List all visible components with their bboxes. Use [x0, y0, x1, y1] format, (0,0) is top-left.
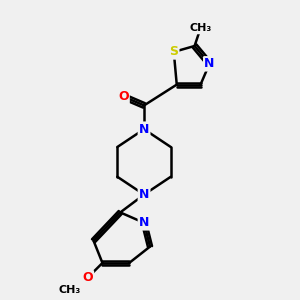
Text: CH₃: CH₃	[189, 23, 212, 33]
Text: N: N	[139, 216, 149, 229]
Text: O: O	[118, 90, 129, 103]
Text: S: S	[169, 45, 178, 58]
Text: N: N	[139, 123, 149, 136]
Text: CH₃: CH₃	[58, 285, 81, 295]
Text: N: N	[139, 188, 149, 201]
Text: O: O	[82, 271, 93, 284]
Text: N: N	[204, 57, 214, 70]
